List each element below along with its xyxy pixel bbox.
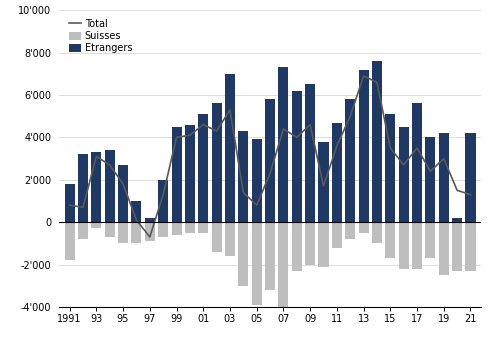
Bar xyxy=(212,222,221,252)
Bar xyxy=(225,222,235,256)
Bar xyxy=(132,222,141,243)
Bar xyxy=(225,74,235,222)
Bar xyxy=(292,222,302,271)
Total xyxy=(387,146,393,150)
Total xyxy=(120,182,126,186)
Legend: Total, Suisses, Etrangers: Total, Suisses, Etrangers xyxy=(68,18,133,54)
Total xyxy=(454,188,460,192)
Bar xyxy=(91,222,101,228)
Total xyxy=(93,154,99,159)
Bar xyxy=(452,218,462,222)
Total xyxy=(254,203,260,207)
Bar xyxy=(385,222,395,258)
Bar xyxy=(145,218,155,222)
Total xyxy=(414,146,420,150)
Bar xyxy=(305,222,315,265)
Bar xyxy=(425,222,436,258)
Bar xyxy=(78,154,88,222)
Bar xyxy=(118,222,128,243)
Bar xyxy=(305,85,315,222)
Bar xyxy=(252,139,262,222)
Bar xyxy=(185,125,195,222)
Total xyxy=(134,218,139,222)
Bar xyxy=(412,222,422,269)
Bar xyxy=(185,222,195,233)
Bar xyxy=(452,222,462,271)
Bar xyxy=(238,222,248,286)
Bar xyxy=(332,222,342,248)
Bar xyxy=(319,222,328,267)
Total xyxy=(428,169,434,173)
Bar xyxy=(332,122,342,222)
Bar xyxy=(265,222,275,290)
Bar xyxy=(372,222,382,243)
Total xyxy=(347,114,353,118)
Bar xyxy=(158,180,168,222)
Bar xyxy=(252,222,262,305)
Total xyxy=(67,203,73,207)
Bar xyxy=(358,222,369,233)
Bar xyxy=(132,201,141,222)
Bar xyxy=(212,103,221,222)
Bar xyxy=(399,127,409,222)
Total xyxy=(214,129,219,133)
Bar xyxy=(105,222,115,237)
Bar xyxy=(278,68,288,222)
Bar xyxy=(465,222,475,271)
Bar xyxy=(278,222,288,311)
Bar xyxy=(439,222,449,275)
Bar xyxy=(118,165,128,222)
Bar xyxy=(65,184,75,222)
Bar xyxy=(158,222,168,237)
Bar xyxy=(171,222,182,235)
Total xyxy=(441,157,447,161)
Total xyxy=(267,172,273,176)
Bar xyxy=(425,137,436,222)
Bar xyxy=(198,114,208,222)
Bar xyxy=(319,142,328,222)
Bar xyxy=(238,131,248,222)
Total xyxy=(374,80,380,84)
Total xyxy=(361,74,367,78)
Bar xyxy=(78,222,88,239)
Total xyxy=(321,184,327,188)
Bar xyxy=(345,99,355,222)
Total xyxy=(147,235,153,239)
Bar xyxy=(198,222,208,233)
Bar xyxy=(412,103,422,222)
Total xyxy=(173,135,179,139)
Bar xyxy=(145,222,155,241)
Total xyxy=(80,205,86,209)
Total xyxy=(401,163,407,167)
Total xyxy=(334,144,340,148)
Total xyxy=(200,123,206,127)
Bar xyxy=(465,133,475,222)
Total xyxy=(160,193,166,197)
Line: Total: Total xyxy=(70,76,470,237)
Total xyxy=(187,133,193,137)
Total xyxy=(294,135,300,139)
Bar xyxy=(171,127,182,222)
Total xyxy=(241,190,246,194)
Bar xyxy=(65,222,75,260)
Total xyxy=(227,108,233,112)
Total xyxy=(280,127,286,131)
Bar xyxy=(265,99,275,222)
Bar xyxy=(345,222,355,239)
Bar xyxy=(372,61,382,222)
Total xyxy=(467,193,473,197)
Bar xyxy=(91,152,101,222)
Total xyxy=(307,123,313,127)
Total xyxy=(107,163,112,167)
Bar xyxy=(399,222,409,269)
Bar xyxy=(358,70,369,222)
Bar xyxy=(439,133,449,222)
Bar xyxy=(385,114,395,222)
Bar xyxy=(105,150,115,222)
Bar xyxy=(292,91,302,222)
